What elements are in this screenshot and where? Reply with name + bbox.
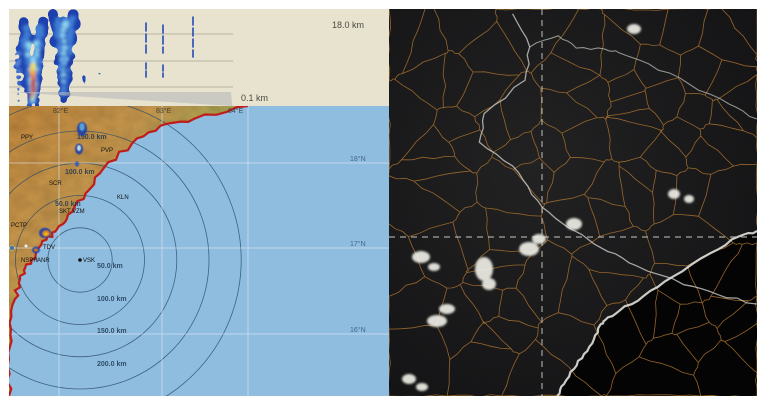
svg-text:VZM: VZM xyxy=(72,209,85,215)
svg-text:ANR: ANR xyxy=(37,258,50,264)
svg-text:SCR: SCR xyxy=(49,181,62,187)
svg-text:83°E: 83°E xyxy=(156,107,172,115)
svg-text:84°E: 84°E xyxy=(228,107,244,115)
svg-text:TDV: TDV xyxy=(43,245,55,251)
svg-text:100.0 km: 100.0 km xyxy=(97,296,127,303)
svg-text:16°N: 16°N xyxy=(350,326,366,334)
svg-text:50.0 km: 50.0 km xyxy=(97,263,123,270)
svg-text:PVP: PVP xyxy=(101,148,113,154)
svg-text:PPY: PPY xyxy=(21,135,33,141)
svg-text:200.0 km: 200.0 km xyxy=(97,361,127,368)
svg-text:18.0 km: 18.0 km xyxy=(332,20,364,30)
svg-text:NSPR: NSPR xyxy=(21,258,38,264)
svg-text:KLN: KLN xyxy=(117,195,129,201)
svg-text:PCTP: PCTP xyxy=(11,223,27,229)
svg-text:18°N: 18°N xyxy=(350,155,366,163)
svg-text:150.0 km: 150.0 km xyxy=(97,328,127,335)
svg-text:82°E: 82°E xyxy=(53,107,69,115)
svg-text:17°N: 17°N xyxy=(350,240,366,248)
svg-text:VSK: VSK xyxy=(83,258,95,264)
svg-text:SKT: SKT xyxy=(59,209,71,215)
svg-text:100.0 km: 100.0 km xyxy=(65,169,95,176)
svg-text:50.0 km: 50.0 km xyxy=(55,201,81,208)
svg-text:0.1 km: 0.1 km xyxy=(241,93,268,103)
